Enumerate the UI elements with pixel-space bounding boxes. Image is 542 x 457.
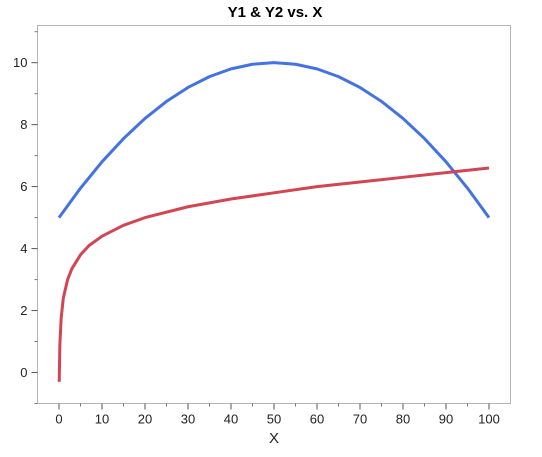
x-tick-label: 10: [95, 412, 109, 427]
x-tick-label: 20: [138, 412, 152, 427]
x-tick-label: 80: [396, 412, 410, 427]
y-tick-label: 4: [20, 241, 27, 256]
x-tick-label: 100: [478, 412, 500, 427]
y-tick-label: 2: [20, 303, 27, 318]
series-line-2: [57, 166, 490, 382]
x-tick-label: 90: [439, 412, 453, 427]
x-tick-label: 60: [310, 412, 324, 427]
y-tick-label: 8: [20, 117, 27, 132]
y-tick-label: 10: [13, 55, 27, 70]
y-tick-label: 6: [20, 179, 27, 194]
x-axis-label: X: [269, 430, 279, 447]
series-line-1: [57, 61, 491, 219]
x-tick-label: 50: [267, 412, 281, 427]
y-axis: 0 2 4 6 8 10: [13, 31, 38, 404]
x-tick-label: 70: [353, 412, 367, 427]
plot-frame: [37, 25, 511, 404]
x-axis: 0 10 20 30 40 50 60 70 80 90 100: [55, 403, 500, 427]
x-tick-label: 40: [224, 412, 238, 427]
series-layer: [57, 61, 491, 382]
x-tick-label: 0: [55, 412, 62, 427]
chart-title: Y1 & Y2 vs. X: [228, 4, 323, 21]
x-tick-label: 30: [181, 412, 195, 427]
y-tick-label: 0: [20, 365, 27, 380]
